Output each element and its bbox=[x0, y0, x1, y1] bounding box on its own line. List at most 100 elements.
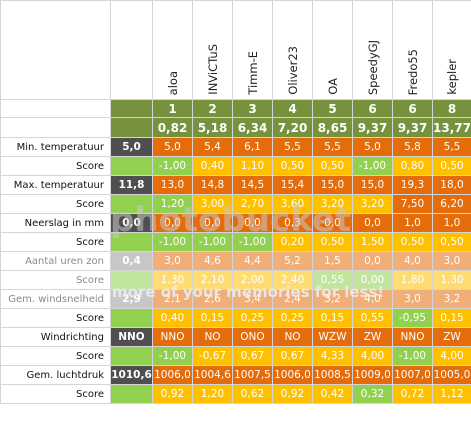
weather-score-table: aloa INViCTuS Timm-E Oliver23 OA SpeedyGJ Fred… bbox=[0, 0, 471, 404]
reference-value bbox=[110, 384, 153, 404]
player-name: Oliver23 bbox=[285, 46, 300, 95]
value-cell: 0,92 bbox=[272, 384, 313, 404]
value-cell: -1,00 bbox=[352, 156, 393, 176]
value-cell: ONO bbox=[232, 327, 273, 347]
reference-value bbox=[110, 270, 153, 290]
value-cell: 2,4 bbox=[272, 289, 313, 309]
value-cell: 1,0 bbox=[392, 213, 433, 233]
rank-cell: 4 bbox=[272, 99, 313, 118]
value-cell: 1008,5 bbox=[312, 365, 353, 385]
row-label: Aantal uren zon bbox=[0, 251, 111, 271]
value-cell: 0,00 bbox=[352, 270, 393, 290]
reference-value bbox=[110, 194, 153, 214]
reference-value bbox=[110, 308, 153, 328]
value-cell: -1,00 bbox=[152, 156, 193, 176]
player-name: OA bbox=[325, 78, 340, 95]
value-cell: 5,4 bbox=[192, 137, 233, 157]
value-cell: -1,00 bbox=[152, 346, 193, 366]
row-label: Gem. windsnelheid bbox=[0, 289, 111, 309]
value-cell: 0,72 bbox=[392, 384, 433, 404]
data-row: Neerslag in mm 0,0 0,0 0,0 0,0 0,3 0,0 0,0 1,0 1,… bbox=[0, 213, 471, 233]
value-cell: 4,33 bbox=[312, 346, 353, 366]
rank-cell: 6 bbox=[392, 99, 433, 118]
value-cell: 2,70 bbox=[232, 194, 273, 214]
value-cell: 1,50 bbox=[352, 232, 393, 252]
row-label: Score bbox=[0, 156, 111, 176]
row-label: Score bbox=[0, 270, 111, 290]
value-cell: 1,10 bbox=[232, 156, 273, 176]
value-cell: ZW bbox=[352, 327, 393, 347]
value-cell: 5,5 bbox=[432, 137, 471, 157]
data-row: Score -1,00 0,40 1,10 0,50 0,50 -1,00 0,80 0,50 bbox=[0, 156, 471, 176]
value-cell: 0,50 bbox=[392, 232, 433, 252]
reference-value: 5,0 bbox=[110, 137, 153, 157]
value-cell: 2,40 bbox=[272, 270, 313, 290]
value-cell: 2,1 bbox=[152, 289, 193, 309]
value-cell: 0,40 bbox=[152, 308, 193, 328]
value-cell: 0,32 bbox=[352, 384, 393, 404]
value-cell: 3,20 bbox=[352, 194, 393, 214]
player-name: aloa bbox=[165, 70, 180, 95]
value-cell: 0,15 bbox=[192, 308, 233, 328]
value-cell: 18,0 bbox=[432, 175, 471, 195]
corner-cell bbox=[0, 0, 111, 100]
data-row: Score 0,92 1,20 0,62 0,92 0,42 0,32 0,72 1,12 bbox=[0, 384, 471, 404]
value-cell: 5,2 bbox=[272, 251, 313, 271]
data-row: Score 0,40 0,15 0,25 0,25 0,15 0,55 -0,95 0,15 bbox=[0, 308, 471, 328]
value-cell: 1006,0 bbox=[272, 365, 313, 385]
row-label: Score bbox=[0, 194, 111, 214]
value-cell: 0,50 bbox=[312, 232, 353, 252]
player-header: Oliver23 bbox=[272, 0, 313, 100]
value-cell: -1,00 bbox=[232, 232, 273, 252]
value-cell: 0,50 bbox=[272, 156, 313, 176]
average-cell: 9,37 bbox=[392, 117, 433, 138]
average-cell: 8,65 bbox=[312, 117, 353, 138]
value-cell: 1004,6 bbox=[192, 365, 233, 385]
value-cell: 3,0 bbox=[152, 251, 193, 271]
average-cell: 13,77 bbox=[432, 117, 471, 138]
data-row: Windrichting NNO NNO NO ONO NO WZW ZW NNO ZW bbox=[0, 327, 471, 347]
value-cell: -1,00 bbox=[152, 232, 193, 252]
data-row: Score -1,00 -0,67 0,67 0,67 4,33 4,00 -1,00 4,00 bbox=[0, 346, 471, 366]
value-cell: 0,62 bbox=[232, 384, 273, 404]
rank-ref-blank bbox=[110, 99, 153, 118]
value-cell: 5,0 bbox=[152, 137, 193, 157]
value-cell: 5,5 bbox=[312, 137, 353, 157]
value-cell: 3,00 bbox=[192, 194, 233, 214]
player-name: kepler bbox=[445, 59, 459, 95]
data-row: Aantal uren zon 0,4 3,0 4,6 4,4 5,2 1,5 0,0 4,0 3… bbox=[0, 251, 471, 271]
value-cell: 4,0 bbox=[352, 289, 393, 309]
average-ref-blank bbox=[110, 117, 153, 138]
row-label: Score bbox=[0, 232, 111, 252]
reference-value: 0,0 bbox=[110, 213, 153, 233]
value-cell: 5,0 bbox=[352, 137, 393, 157]
player-header: aloa bbox=[152, 0, 193, 100]
value-cell: 0,40 bbox=[192, 156, 233, 176]
value-cell: 3,4 bbox=[232, 289, 273, 309]
value-cell: 0,0 bbox=[352, 251, 393, 271]
value-cell: 1,30 bbox=[432, 270, 471, 290]
data-row: Min. temperatuur 5,0 5,0 5,4 6,1 5,5 5,5 5,0 5,8… bbox=[0, 137, 471, 157]
reference-value: 11,8 bbox=[110, 175, 153, 195]
value-cell: 15,4 bbox=[272, 175, 313, 195]
value-cell: 0,50 bbox=[432, 156, 471, 176]
rank-blank bbox=[0, 99, 111, 118]
value-cell: 3,0 bbox=[392, 289, 433, 309]
value-cell: 2,10 bbox=[192, 270, 233, 290]
player-name: Timm-E bbox=[245, 51, 260, 95]
value-cell: 2,6 bbox=[192, 289, 233, 309]
value-cell: 0,0 bbox=[232, 213, 273, 233]
value-cell: 4,00 bbox=[432, 346, 471, 366]
value-cell: 0,0 bbox=[192, 213, 233, 233]
value-cell: 19,3 bbox=[392, 175, 433, 195]
value-cell: 1007,0 bbox=[392, 365, 433, 385]
row-label: Score bbox=[0, 346, 111, 366]
value-cell: 1005,0 bbox=[432, 365, 471, 385]
value-cell: 3,20 bbox=[312, 194, 353, 214]
rank-cell: 8 bbox=[432, 99, 471, 118]
row-label: Gem. luchtdruk bbox=[0, 365, 111, 385]
value-cell: 2,00 bbox=[232, 270, 273, 290]
value-cell: 0,50 bbox=[432, 232, 471, 252]
data-row: Gem. luchtdruk 1010,6 1006,0 1004,6 1007,5 10… bbox=[0, 365, 471, 385]
